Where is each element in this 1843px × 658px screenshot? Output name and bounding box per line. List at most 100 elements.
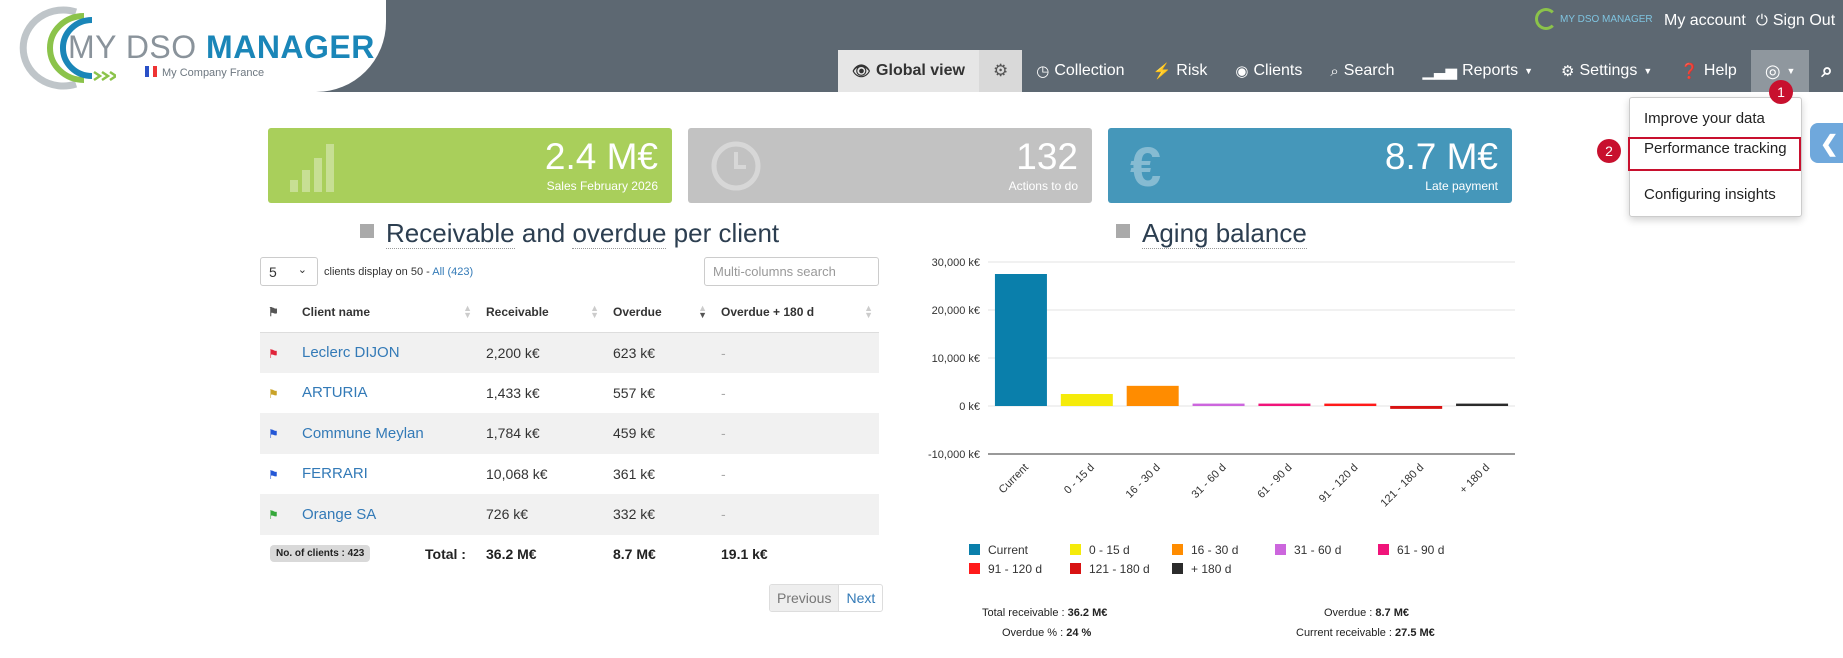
tab-collection[interactable]: ◷ Collection [1036,62,1125,80]
section-square-icon [1116,224,1130,238]
side-panel-tab[interactable]: ❮ [1810,123,1843,163]
legend-swatch [1070,563,1081,574]
cell-overdue: 623 k€ [605,332,713,373]
y-tick-label: -10,000 k€ [928,449,980,461]
insights-menu-button[interactable]: ◎ ▼ [1750,50,1810,92]
row-flag[interactable]: ⚑ [260,332,294,373]
actions-card[interactable]: 132 Actions to do [688,128,1092,203]
tab-risk[interactable]: ⚡ Risk [1152,62,1208,80]
row-flag[interactable]: ⚑ [260,373,294,414]
chevron-down-icon: ▼ [1524,66,1534,76]
late-payment-card[interactable]: € 8.7 M€ Late payment [1108,128,1512,203]
cell-overdue-180: - [713,332,879,373]
column-header-client-name[interactable]: Client name ▲ ▼ [294,292,478,333]
legend-item[interactable]: 31 - 60 d [1275,543,1341,557]
bar-0[interactable] [994,274,1047,406]
clients-display-text: clients display on 50 - All (423) [324,266,474,278]
table-row[interactable]: ⚑ FERRARI 10,068 k€ 361 k€ - [260,454,879,495]
x-tick-label: 16 - 30 d [1124,462,1163,501]
bar-1[interactable] [1060,394,1113,406]
sort-desc-icon: ▲ ▼ [698,303,707,320]
cell-overdue-180: - [721,465,726,482]
client-name-link[interactable]: ARTURIA [302,384,368,402]
table-row[interactable]: ⚑ Commune Meylan 1,784 k€ 459 k€ - [260,413,879,454]
flag-icon: ⚑ [268,467,279,482]
cell-overdue-180: - [721,384,726,401]
menu-item-improve-data[interactable]: Improve your data [1644,110,1765,127]
menu-item-configuring-insights[interactable]: Configuring insights [1644,186,1776,203]
tab-search[interactable]: ⌕ Search [1330,62,1395,80]
table-row[interactable]: ⚑ Leclerc DIJON 2,200 k€ 623 k€ - [260,332,879,373]
row-flag[interactable]: ⚑ [260,454,294,495]
client-name-link[interactable]: FERRARI [302,465,368,483]
search-toggle-button[interactable]: ⌕ [1809,50,1843,92]
bar-5[interactable] [1324,403,1377,406]
x-tick-label: 61 - 90 d [1255,462,1294,501]
legend-item[interactable]: 91 - 120 d [969,562,1042,576]
client-name-link[interactable]: Orange SA [294,494,478,535]
legend-swatch [1172,563,1183,574]
bolt-icon: ⚡ [1152,63,1172,80]
sales-card[interactable]: 2.4 M€ Sales February 2026 [268,128,672,203]
bar-7[interactable] [1456,403,1509,406]
my-account-link[interactable]: My account [1664,12,1746,29]
legend-item[interactable]: Current [969,543,1028,557]
flag-column-header[interactable]: ⚑ [260,292,294,333]
next-button[interactable]: Next [846,590,876,606]
sort-icon: ▲ ▼ [864,303,873,320]
logo-swirl-icon [19,6,116,90]
legend-swatch [969,544,980,555]
logo-text: MY DSO MANAGER [68,29,375,65]
table-row[interactable]: ⚑ ARTURIA 1,433 k€ 557 k€ - [260,373,879,414]
multi-column-search-input[interactable]: Multi-columns search [704,257,879,286]
bar-6[interactable] [1390,406,1443,409]
x-tick-label: 31 - 60 d [1189,462,1228,501]
client-name-link[interactable]: Commune Meylan [294,413,478,454]
legend-item[interactable]: 121 - 180 d [1070,562,1150,576]
receivable-table: ⚑ Client name ▲ ▼ Receivable ▲ ▼ Overdue ▲ ▼ O… [260,292,879,535]
flag-icon: ⚑ [268,427,279,442]
tab-global-view[interactable]: 👁 Global view [838,50,979,92]
bar-3[interactable] [1192,403,1245,406]
column-header-overdue-180[interactable]: Overdue + 180 d ▲ ▼ [713,292,879,333]
tab-clients[interactable]: ◉ Clients [1235,62,1303,80]
late-payment-value: 8.7 M€ [1384,136,1498,177]
sort-icon: ▲ ▼ [590,303,599,320]
x-tick-label: 91 - 120 d [1317,462,1361,506]
actions-value: 132 [1016,136,1078,177]
previous-button[interactable]: Previous [770,585,840,611]
page-length-select[interactable]: 5 ⌄ [260,257,318,286]
client-name-link[interactable]: Leclerc DIJON [294,332,478,373]
menu-item-performance-tracking[interactable]: Performance tracking [1644,140,1787,157]
tab-help[interactable]: ❓ Help [1680,62,1737,80]
cell-overdue: 332 k€ [605,494,713,535]
row-flag[interactable]: ⚑ [260,494,294,535]
table-row[interactable]: ⚑ Orange SA 726 k€ 332 k€ - [260,494,879,535]
x-tick-label: + 180 d [1458,462,1493,497]
row-flag[interactable]: ⚑ [260,413,294,454]
tab-settings[interactable]: ⚙ Settings ▼ [1561,62,1653,80]
sales-value: 2.4 M€ [544,136,658,177]
highlight-box [1628,137,1801,171]
legend-item[interactable]: 61 - 90 d [1378,543,1444,557]
clock-icon [710,140,762,205]
legend-swatch [1275,544,1286,555]
logo-area[interactable]: MY DSO MANAGER My Company France [0,0,386,92]
cell-overdue: 361 k€ [613,465,656,482]
all-clients-link[interactable]: All (423) [432,266,474,278]
legend-item[interactable]: 16 - 30 d [1172,543,1238,557]
sign-out-link[interactable]: ⏻ Sign Out [1756,12,1836,29]
column-header-overdue[interactable]: Overdue ▲ ▼ [605,292,713,333]
legend-item[interactable]: 0 - 15 d [1070,543,1130,557]
legend-item[interactable]: + 180 d [1172,562,1231,576]
x-tick-label: 0 - 15 d [1062,462,1097,497]
bar-4[interactable] [1258,403,1311,406]
y-tick-label: 30,000 k€ [932,257,980,269]
bar-2[interactable] [1126,385,1179,406]
column-header-receivable[interactable]: Receivable ▲ ▼ [478,292,605,333]
cell-overdue-180: - [713,413,879,454]
target-icon: ◎ [1764,60,1781,81]
gear-icon: ⚙ [992,61,1009,80]
global-view-settings-button[interactable]: ⚙ [978,50,1023,92]
tab-reports[interactable]: ▁▃▅ Reports ▼ [1422,62,1534,80]
